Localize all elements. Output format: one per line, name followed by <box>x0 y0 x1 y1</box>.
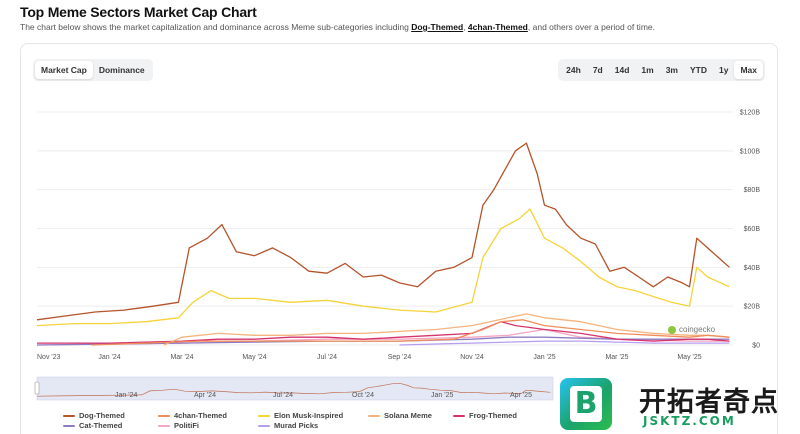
legend-label: Elon Musk-Inspired <box>274 411 344 420</box>
y-tick-label: $120B <box>740 110 761 117</box>
range-1m[interactable]: 1m <box>641 65 654 75</box>
link-4chan-themed[interactable]: 4chan-Themed <box>467 22 528 32</box>
legend-swatch <box>158 424 170 427</box>
x-tick-label: Mar '24 <box>170 354 193 361</box>
legend-swatch <box>158 414 170 417</box>
brand-name: 开拓者奇点 <box>639 387 779 418</box>
legend-item-murad-picks[interactable]: Murad Picks <box>258 421 318 430</box>
x-tick-label: Nov '24 <box>460 354 484 361</box>
legend-item-elon-musk-inspired[interactable]: Elon Musk-Inspired <box>258 411 343 420</box>
range-1y[interactable]: 1y <box>718 65 729 75</box>
legend-swatch <box>258 414 270 417</box>
brand-url: JSKTZ.COM <box>643 414 736 428</box>
desc-suffix: , and others over a period of time. <box>527 22 655 32</box>
legend-item-frog-themed[interactable]: Frog-Themed <box>453 411 517 420</box>
series-line-dog-themed <box>36 142 730 321</box>
x-tick-label: May '25 <box>677 354 701 361</box>
y-tick-label: $60B <box>744 226 761 233</box>
series-line-murad-picks <box>399 340 730 346</box>
range-7d[interactable]: 7d <box>592 65 603 75</box>
legend-label: Cat-Themed <box>79 421 123 430</box>
legend-label: Murad Picks <box>274 421 319 430</box>
legend-item-dog-themed[interactable]: Dog-Themed <box>63 411 125 420</box>
legend-swatch <box>368 414 380 417</box>
x-tick-label: Sep '24 <box>388 354 412 361</box>
chart-card: Market Cap Dominance 24h 7d 14d 1m 3m YT… <box>20 43 778 434</box>
legend-swatch <box>258 424 270 427</box>
legend-label: Frog-Themed <box>469 411 517 420</box>
desc-prefix: The chart below shows the market capital… <box>20 22 412 32</box>
y-tick-label: $80B <box>744 187 761 194</box>
series-line-elon-musk-inspired <box>36 208 730 327</box>
navigator-tick-label: Apr '25 <box>510 392 532 399</box>
legend-label: 4chan-Themed <box>174 411 227 420</box>
navigator-tick-label: Jul '24 <box>273 392 293 399</box>
y-tick-label: $40B <box>744 265 761 272</box>
range-max[interactable]: Max <box>734 61 763 79</box>
range-24h[interactable]: 24h <box>566 65 581 75</box>
coingecko-watermark: coingecko <box>668 325 715 334</box>
navigator-tick-label: Jan '25 <box>431 392 453 399</box>
x-tick-label: May '24 <box>242 354 266 361</box>
time-range-selector: 24h 7d 14d 1m 3m YTD 1y Max <box>558 59 765 81</box>
range-ytd[interactable]: YTD <box>689 65 707 75</box>
navigator-tick-label: Apr '24 <box>194 392 216 399</box>
legend-swatch <box>63 424 75 427</box>
x-tick-label: Jan '25 <box>533 354 555 361</box>
x-tick-label: Jul '24 <box>317 354 337 361</box>
x-tick-label: Jan '24 <box>98 354 120 361</box>
navigator-handle-left <box>34 381 40 395</box>
x-tick-label: Nov '23 <box>37 354 61 361</box>
legend-item-politifi[interactable]: PolitiFi <box>158 421 199 430</box>
legend-item-4chan-themed[interactable]: 4chan-Themed <box>158 411 227 420</box>
coingecko-logo-icon <box>668 325 676 334</box>
tab-market-cap[interactable]: Market Cap <box>35 61 93 79</box>
watermark-text: coingecko <box>679 325 716 334</box>
navigator-tick-label: Jan '24 <box>115 392 137 399</box>
range-3m[interactable]: 3m <box>665 65 678 75</box>
page-title: Top Meme Sectors Market Cap Chart <box>20 4 257 20</box>
tab-dominance[interactable]: Dominance <box>98 65 145 75</box>
brand-logo-icon: B <box>560 378 612 430</box>
link-dog-themed[interactable]: Dog-Themed <box>411 22 464 32</box>
series-line-cat-themed <box>36 336 730 346</box>
legend-label: PolitiFi <box>174 421 199 430</box>
desc-separator: , <box>463 22 468 32</box>
metric-tabs: Market Cap Dominance <box>33 59 153 81</box>
legend-label: Dog-Themed <box>79 411 125 420</box>
site-brand-overlay: B 开拓者奇点 JSKTZ.COM <box>557 376 800 434</box>
series-line-solana-meme <box>163 313 730 346</box>
navigator-series-line <box>36 382 551 397</box>
legend-swatch <box>63 414 75 417</box>
legend-item-cat-themed[interactable]: Cat-Themed <box>63 421 122 430</box>
y-tick-label: $20B <box>744 304 761 311</box>
x-tick-label: Mar '25 <box>605 354 628 361</box>
y-tick-label: $0 <box>752 343 760 350</box>
series-line-4chan-themed <box>91 319 730 346</box>
navigator-tick-label: Oct '24 <box>352 392 374 399</box>
page-description: The chart below shows the market capital… <box>20 22 655 32</box>
legend-item-solana-meme[interactable]: Solana Meme <box>368 411 432 420</box>
range-14d[interactable]: 14d <box>614 65 630 75</box>
legend-swatch <box>453 414 465 417</box>
y-tick-label: $100B <box>740 148 761 155</box>
legend-label: Solana Meme <box>384 411 432 420</box>
